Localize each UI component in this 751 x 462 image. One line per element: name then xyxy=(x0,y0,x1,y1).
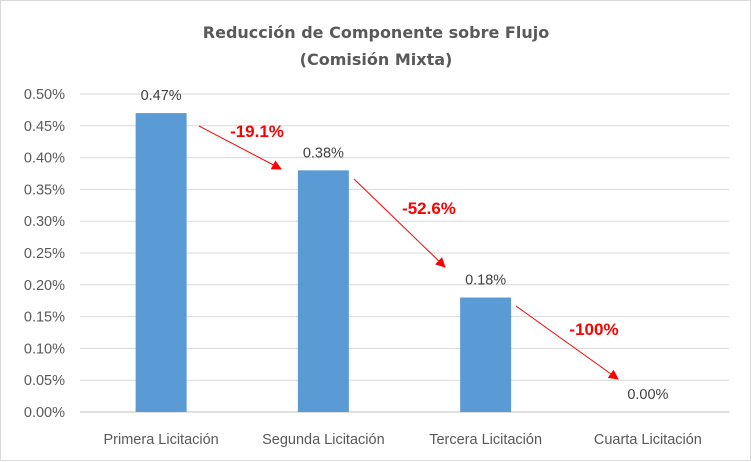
change-arrow xyxy=(198,125,282,170)
y-tick-label: 0.35% xyxy=(24,182,65,198)
data-label: 0.38% xyxy=(303,145,344,161)
y-tick-label: 0.15% xyxy=(24,310,65,326)
change-annotation: -52.6% xyxy=(402,199,456,218)
y-tick-label: 0.45% xyxy=(24,119,65,135)
x-tick-label: Cuarta Licitación xyxy=(594,432,702,448)
data-label: 0.18% xyxy=(465,273,506,289)
y-tick-label: 0.10% xyxy=(24,341,65,357)
y-tick-label: 0.40% xyxy=(24,151,65,167)
y-tick-label: 0.25% xyxy=(24,246,65,262)
bar xyxy=(460,297,512,412)
bar xyxy=(297,170,349,412)
y-tick-label: 0.30% xyxy=(24,214,65,230)
y-tick-label: 0.05% xyxy=(24,373,65,389)
bar xyxy=(135,113,187,412)
change-arrow xyxy=(515,305,619,380)
data-label: 0.47% xyxy=(141,88,182,104)
y-tick-label: 0.00% xyxy=(24,405,65,421)
data-label: 0.00% xyxy=(627,387,668,403)
x-tick-label: Primera Licitación xyxy=(104,432,219,448)
x-tick-label: Tercera Licitación xyxy=(429,432,542,448)
chart-title-line1: Reducción de Componente sobre Flujo xyxy=(203,23,549,42)
y-tick-label: 0.20% xyxy=(24,278,65,294)
change-arrow xyxy=(353,178,446,268)
change-annotation: -19.1% xyxy=(230,122,284,141)
y-tick-label: 0.50% xyxy=(24,87,65,103)
change-annotation: -100% xyxy=(569,320,618,339)
chart-title-line2: (Comisión Mixta) xyxy=(300,50,453,69)
x-tick-label: Segunda Licitación xyxy=(262,432,385,448)
